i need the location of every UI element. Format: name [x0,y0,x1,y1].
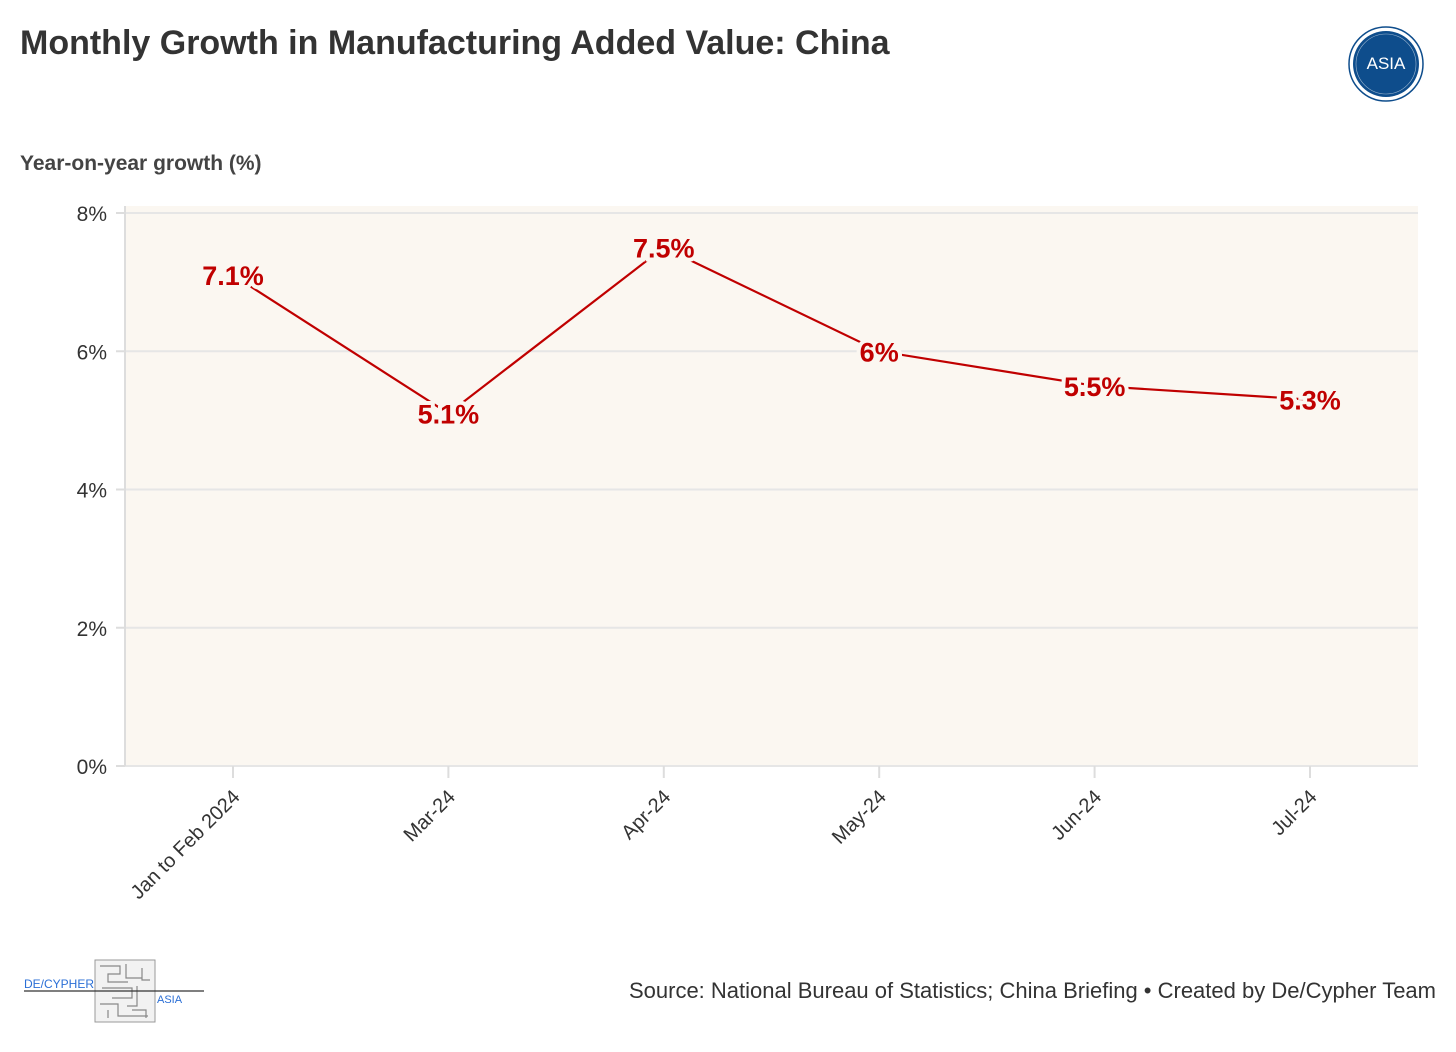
data-label: 5.3% [1279,386,1341,416]
y-tick-label: 4% [77,480,107,503]
data-label: 7.5% [633,234,695,264]
svg-text:DE/CYPHER: DE/CYPHER [24,977,94,991]
data-label: 5.5% [1064,372,1126,402]
svg-text:ASIA: ASIA [157,994,183,1006]
asia-logo: ASIA [1348,26,1424,102]
data-label: 7.1% [202,261,264,291]
x-tick-label: Apr-24 [617,786,675,844]
y-tick-label: 8% [77,203,107,226]
x-tick-label: Jan to Feb 2024 [127,786,245,904]
y-tick-label: 0% [77,756,107,779]
y-axis-label: Year-on-year growth (%) [20,152,262,175]
plot-area [125,206,1418,766]
y-tick-label: 2% [77,618,107,641]
source-footer: Source: National Bureau of Statistics; C… [628,978,1436,1003]
data-label: 6% [860,337,899,367]
data-label: 5.1% [418,399,480,429]
x-tick-label: Jul-24 [1267,786,1321,840]
line-chart: 0% 2% 4% 6% 8% Jan to Feb 2024 Mar-24 Apr-24 May… [77,203,1418,904]
x-tick-label: Jun-24 [1047,786,1106,845]
series-line [232,246,1311,415]
x-tick-label: May-24 [828,786,891,849]
chart-title: Monthly Growth in Manufacturing Added Va… [20,24,890,62]
decypher-logo: DE/CYPHER ASIA [22,958,212,1024]
y-tick-label: 6% [77,341,107,364]
svg-text:ASIA: ASIA [1367,54,1406,73]
x-tick-label: Mar-24 [400,786,460,846]
